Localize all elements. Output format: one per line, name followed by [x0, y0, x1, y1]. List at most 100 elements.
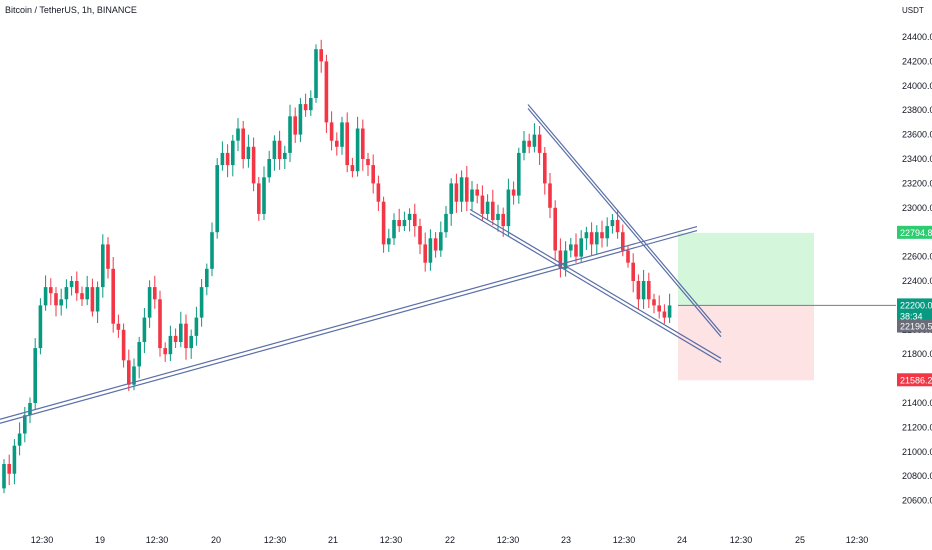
- candle-body: [142, 317, 147, 342]
- target-price-label-bg: [897, 225, 932, 239]
- last-price-label: 22190.55: [900, 322, 932, 332]
- trendline-1: [0, 225, 698, 420]
- candle-body: [423, 244, 427, 263]
- candle-body: [309, 98, 313, 111]
- countdown-label-bg: [897, 309, 932, 323]
- y-tick-label: 21800.00: [902, 349, 932, 359]
- candle-body: [615, 220, 620, 233]
- candle-body: [449, 183, 453, 214]
- candle-body: [189, 335, 193, 349]
- candle-body: [314, 49, 318, 98]
- y-tick-label: 22400.00: [902, 276, 932, 286]
- candle-body: [475, 189, 479, 196]
- candle-body: [579, 238, 583, 257]
- candle-body: [220, 152, 225, 166]
- candle-body: [324, 61, 329, 123]
- y-tick-label: 21000.00: [902, 447, 932, 457]
- symbol-title: Bitcoin / TetherUS, 1h, BINANCE: [5, 5, 137, 15]
- candle-body: [43, 287, 48, 306]
- candle-body: [366, 159, 370, 166]
- candle-body: [163, 348, 167, 355]
- y-tick-label: 20800.00: [902, 471, 932, 481]
- candle-body: [267, 159, 271, 178]
- candle-body: [121, 329, 126, 361]
- candle-body: [158, 299, 162, 349]
- candle-body: [350, 165, 355, 172]
- candle-body: [210, 232, 214, 269]
- candle-body: [241, 128, 245, 159]
- candle-body: [543, 152, 547, 184]
- candle-body: [106, 244, 110, 269]
- x-tick-label: 12:30: [613, 535, 636, 545]
- trendline-3-parallel: [469, 212, 722, 363]
- x-tick-label: 22: [445, 535, 455, 545]
- candle-body: [413, 213, 417, 227]
- candle-body: [12, 445, 17, 474]
- candle-body: [402, 220, 407, 227]
- x-tick-label: 12:30: [146, 535, 169, 545]
- candle-body: [428, 238, 433, 263]
- candle-body: [548, 183, 552, 208]
- candle-body: [407, 213, 412, 220]
- candle-body: [439, 232, 443, 251]
- candle-body: [485, 201, 490, 214]
- x-tick-label: 19: [95, 535, 105, 545]
- candle-body: [517, 152, 521, 196]
- candle-body: [381, 201, 386, 245]
- y-tick-label: 22600.00: [902, 252, 932, 262]
- candle-body: [626, 250, 630, 263]
- candle-body: [231, 140, 235, 166]
- candle-body: [262, 177, 266, 214]
- candle-body: [28, 403, 32, 416]
- candle-body: [85, 287, 89, 300]
- target-zone: [678, 232, 814, 306]
- currency-label: USDT: [902, 6, 924, 15]
- candles: [2, 39, 672, 494]
- y-tick-label: 23800.00: [902, 105, 932, 115]
- candle-body: [127, 360, 131, 385]
- candle-body: [563, 250, 568, 269]
- last-price-label-bg: [897, 319, 932, 333]
- candle-body: [319, 49, 323, 62]
- candle-body: [387, 238, 391, 245]
- candle-body: [537, 134, 542, 153]
- x-tick-label: 12:30: [730, 535, 753, 545]
- candle-body: [511, 189, 516, 196]
- candle-body: [329, 122, 334, 141]
- candle-body: [132, 366, 136, 385]
- candle-body: [38, 305, 43, 349]
- candle-body: [595, 232, 599, 245]
- candle-body: [662, 311, 667, 318]
- candle-body: [600, 232, 604, 239]
- candle-body: [80, 293, 84, 300]
- candle-body: [454, 183, 459, 202]
- candle-body: [116, 323, 121, 330]
- candle-body: [288, 116, 292, 153]
- x-tick-label: 24: [677, 535, 687, 545]
- y-tick-label: 24200.00: [902, 56, 932, 66]
- candle-body: [69, 281, 74, 288]
- candle-body: [17, 433, 22, 446]
- stop-price-label: 21586.26: [900, 375, 932, 385]
- candle-body: [569, 244, 573, 251]
- candle-body: [584, 232, 589, 239]
- candle-body: [179, 323, 183, 342]
- candle-body: [75, 281, 79, 294]
- candle-body: [95, 287, 100, 312]
- candle-body: [506, 189, 511, 227]
- candle-body: [433, 238, 438, 251]
- y-tick-label: 21200.00: [902, 422, 932, 432]
- trendline-2: [527, 104, 722, 334]
- candle-body: [491, 201, 495, 220]
- candle-body: [205, 268, 209, 288]
- trendline-3: [469, 208, 722, 359]
- candle-body: [444, 213, 448, 233]
- stop-zone: [678, 305, 814, 381]
- candle-body: [303, 104, 308, 111]
- candle-body: [236, 128, 240, 141]
- candle-body: [293, 116, 297, 135]
- candle-body: [667, 305, 672, 318]
- candle-body: [397, 220, 401, 227]
